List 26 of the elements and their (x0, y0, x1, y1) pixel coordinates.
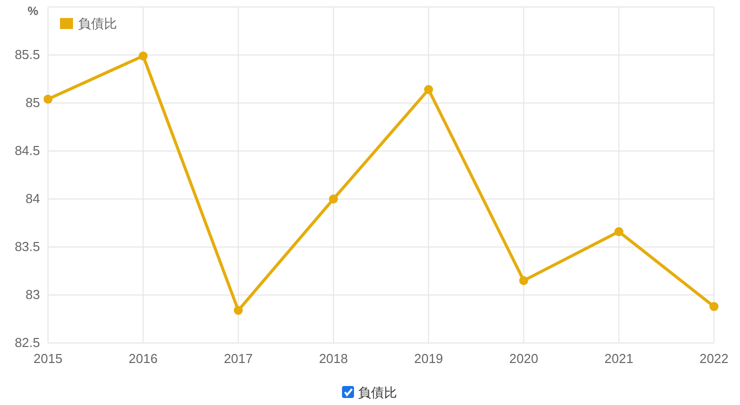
point (614, 227, 624, 236)
point (424, 85, 434, 94)
x-tick-label: 2016 (128, 351, 158, 366)
y-tick-label: 83.5 (14, 239, 40, 254)
y-tick-label: 84.5 (14, 143, 40, 158)
y-axis-title: % (28, 4, 39, 18)
y-tick-label: 85.5 (14, 47, 40, 62)
point (234, 306, 243, 315)
x-tick-label: 2019 (414, 351, 444, 366)
x-tick-label: 2015 (34, 351, 62, 366)
point (710, 302, 718, 312)
legend-label: 負債比 (78, 16, 117, 31)
point (44, 94, 52, 104)
x-tick-label: 2020 (509, 351, 538, 366)
x-tick-label: 2017 (224, 351, 253, 366)
x-tick-label: 2021 (604, 351, 634, 366)
text: 負債比 (358, 385, 397, 400)
point (328, 194, 338, 204)
y-tick-label: 85 (26, 95, 40, 110)
point (519, 276, 528, 286)
x-tick-label: 2022 (700, 351, 728, 366)
y-tick-label: 83 (26, 287, 40, 302)
point (138, 51, 148, 60)
y-tick-label: 84 (26, 191, 40, 206)
y-tick-label: 82.5 (14, 335, 40, 350)
x-tick-label: 2018 (318, 351, 348, 366)
